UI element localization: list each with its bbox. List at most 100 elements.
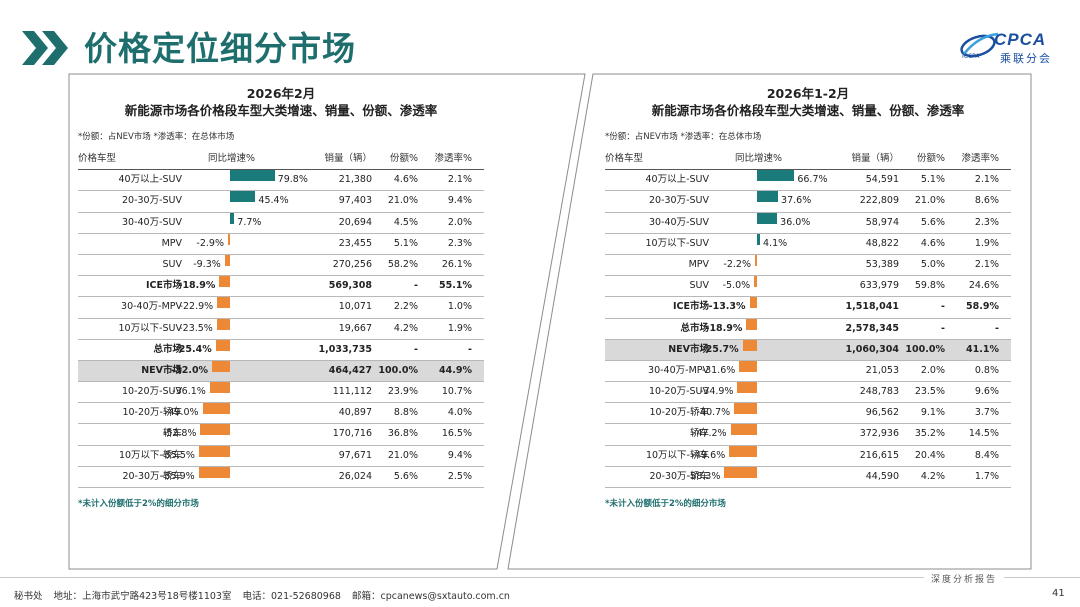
share-value: 9.1% xyxy=(920,407,945,419)
table-row: 40万以上-SUV 66.7% 54,591 5.1% 2.1% xyxy=(605,170,1011,192)
segment-name: 10万以下-轿车 xyxy=(645,449,709,461)
share-value: 4.2% xyxy=(393,322,418,334)
share-value: 23.5% xyxy=(914,386,945,398)
table-row: 10万以下-轿车 -49.6% 216,615 20.4% 8.4% xyxy=(605,445,1011,467)
segment-name: NEV市场 xyxy=(141,364,182,376)
segment-name: 10万以下-SUV xyxy=(645,237,710,249)
segment-name: 10-20万-轿车 xyxy=(122,407,182,419)
growth-value: -55.9% xyxy=(161,470,195,482)
logo-small-text: ICCPA xyxy=(962,53,980,60)
sales-value: 270,256 xyxy=(332,258,372,270)
growth-value: -13.3% xyxy=(708,301,746,313)
table-row: 轿车 -47.2% 372,936 35.2% 14.5% xyxy=(605,424,1011,446)
growth-bar xyxy=(230,212,235,224)
segment-name: 10-20万-SUV xyxy=(121,386,182,398)
footer-email[interactable]: cpcanews@sxtauto.com.cn xyxy=(380,591,510,602)
growth-value: -18.9% xyxy=(178,280,216,292)
share-value: 5.6% xyxy=(393,470,418,482)
growth-value: -25.4% xyxy=(174,343,212,355)
growth-bar xyxy=(737,382,757,394)
header-growth: 同比增速% xyxy=(208,153,256,164)
segment-name: 轿车 xyxy=(689,428,709,440)
share-value: 20.4% xyxy=(914,449,945,461)
growth-value: -52.8% xyxy=(162,428,197,440)
growth-bar xyxy=(734,403,757,415)
panel-content: 2026年1-2月 新能源市场各价格段车型大类增速、销量、份额、渗透率 *份额：… xyxy=(605,81,1011,509)
growth-value: -18.9% xyxy=(705,322,743,334)
sales-value: 21,053 xyxy=(865,364,899,376)
growth-bar xyxy=(729,445,757,457)
table-row: ICE市场 -18.9% 569,308 - 55.1% xyxy=(78,276,484,298)
growth-value: 7.7% xyxy=(237,216,262,228)
segment-name: 10-20万-轿车 xyxy=(649,407,709,419)
penetration-value: 2.1% xyxy=(974,174,999,186)
report-label: 深度分析报告 xyxy=(924,572,1004,585)
segment-name: 10万以下-SUV xyxy=(118,322,183,334)
sales-value: 10,071 xyxy=(338,301,372,313)
table-row: 10-20万-轿车 -49.0% 40,897 8.8% 4.0% xyxy=(78,403,484,425)
growth-bar xyxy=(219,276,230,288)
sales-value: 2,578,345 xyxy=(845,322,900,334)
share-value: 35.2% xyxy=(914,428,945,440)
growth-bar xyxy=(198,466,230,478)
table-note: *份额：占NEV市场 *渗透率：在总体市场 xyxy=(78,132,235,142)
table-row: NEV市场 -32.0% 464,427 100.0% 44.9% xyxy=(78,360,484,383)
segment-name: ICE市场 xyxy=(146,280,182,292)
table-row: 30-40万-SUV 7.7% 20,694 4.5% 2.0% xyxy=(78,212,484,234)
share-value: 2.0% xyxy=(920,364,945,376)
sales-value: 97,403 xyxy=(338,195,372,207)
penetration-value: 8.4% xyxy=(974,449,999,461)
table-row: MPV -2.9% 23,455 5.1% 2.3% xyxy=(78,233,484,255)
segment-name: 40万以上-SUV xyxy=(118,174,183,186)
penetration-value: 9.6% xyxy=(974,386,999,398)
segment-name: 30-40万-SUV xyxy=(121,216,182,228)
segment-name: 30-40万-SUV xyxy=(648,216,709,228)
segment-name: 20-30万-轿车 xyxy=(122,470,182,482)
growth-bar xyxy=(198,445,230,457)
segment-name: 20-30万-轿车 xyxy=(649,470,709,482)
segment-name: SUV xyxy=(689,280,709,292)
segment-name: ICE市场 xyxy=(673,301,709,313)
header-growth: 同比增速% xyxy=(735,153,783,164)
penetration-value: 41.1% xyxy=(966,343,999,355)
penetration-value: - xyxy=(995,322,999,334)
header-segment: 价格车型 xyxy=(605,153,644,164)
segment-name: NEV市场 xyxy=(668,343,709,355)
table-subtitle: 新能源市场各价格段车型大类增速、销量、份额、渗透率 xyxy=(651,103,965,118)
growth-value: -31.6% xyxy=(701,364,736,376)
table-row: 20-30万-轿车 -55.9% 26,024 5.6% 2.5% xyxy=(78,466,484,488)
sales-value: 40,897 xyxy=(338,407,372,419)
share-value: 36.8% xyxy=(387,428,418,440)
growth-bar xyxy=(742,339,757,351)
sales-value: 1,060,304 xyxy=(845,343,900,355)
footer-email-label: 邮箱： xyxy=(351,591,381,602)
table-row: 30-40万-MPV -22.9% 10,071 2.2% 1.0% xyxy=(78,297,484,319)
share-value: 59.8% xyxy=(914,280,945,292)
segment-name: 30-40万-MPV xyxy=(648,364,709,376)
growth-value: -9.3% xyxy=(193,258,221,270)
penetration-value: 58.9% xyxy=(966,301,999,313)
table-header: 价格车型 同比增速% 销量（辆） 份额% 渗透率% xyxy=(605,149,1011,171)
sales-value: 222,809 xyxy=(859,195,899,207)
page-number: 41 xyxy=(1052,588,1065,599)
segment-table: 价格车型 同比增速% 销量（辆） 份额% 渗透率% 40万以上-SUV 66.7%… xyxy=(605,149,1011,488)
segment-name: 10-20万-SUV xyxy=(648,386,709,398)
footer-address-label: 地址： xyxy=(53,591,83,602)
footer-contact: 秘书处 地址：上海市武宁路423号18号楼1103室 电话：021-526809… xyxy=(14,588,510,602)
sales-value: 23,455 xyxy=(338,237,372,249)
segment-name: 总市场 xyxy=(153,343,182,355)
segment-name: 40万以上-SUV xyxy=(645,174,710,186)
panel-content: 2026年2月 新能源市场各价格段车型大类增速、销量、份额、渗透率 *份额：占N… xyxy=(78,81,484,509)
penetration-value: 8.6% xyxy=(974,195,999,207)
table-row: SUV -5.0% 633,979 59.8% 24.6% xyxy=(605,276,1011,298)
growth-bar xyxy=(730,424,757,436)
share-value: 2.2% xyxy=(393,301,418,313)
growth-bar xyxy=(230,191,256,203)
sales-value: 170,716 xyxy=(332,428,372,440)
penetration-value: 1.9% xyxy=(447,322,472,334)
table-period: 2026年1-2月 xyxy=(766,86,850,101)
growth-value: 4.1% xyxy=(763,237,788,249)
panel-feb: 2026年2月 新能源市场各价格段车型大类增速、销量、份额、渗透率 *份额：占N… xyxy=(68,73,586,570)
header-sales: 销量（辆） xyxy=(851,153,899,164)
header-segment: 价格车型 xyxy=(78,153,117,164)
